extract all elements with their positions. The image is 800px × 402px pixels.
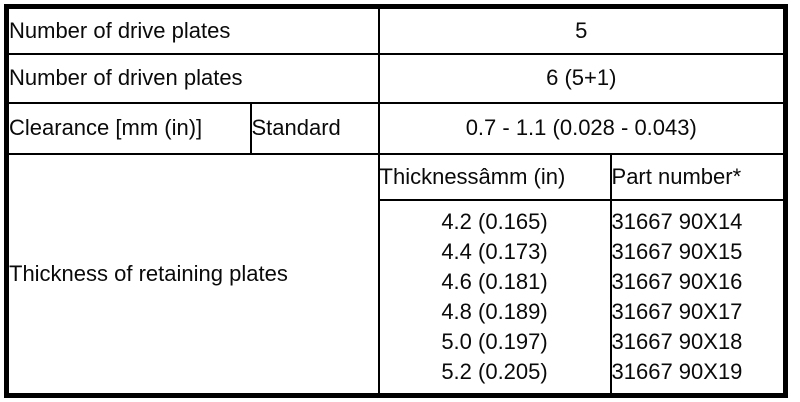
row-drive-plates: Number of drive plates 5 [5,5,787,55]
retaining-plates-label: Thickness of retaining plates [5,152,380,397]
part-number-value: 31667 90X17 [611,298,743,324]
row-retaining-values: 4.2 (0.165) 4.4 (0.173) 4.6 (0.181) 4.8 … [7,198,787,397]
clearance-label: Clearance [mm (in)] [5,101,252,155]
drive-plates-label: Number of drive plates [5,5,380,55]
clearance-standard-label: Standard [249,101,380,155]
driven-plates-label: Number of driven plates [5,52,380,104]
driven-plates-value: 6 (5+1) [377,52,787,104]
thickness-value: 5.2 (0.205) [441,358,548,384]
thickness-value: 4.6 (0.181) [441,268,548,294]
thickness-value: 4.4 (0.173) [441,238,548,264]
thickness-column-header: Thicknessâmm (in) [377,152,612,201]
row-retaining-header: Thickness of retaining plates Thicknessâ… [5,152,787,397]
part-number-value: 31667 90X15 [611,238,743,264]
part-number-value: 31667 90X16 [611,268,743,294]
spec-table: Number of drive plates 5 Number of drive… [4,4,789,398]
part-number-values-cell: 31667 90X14 31667 90X15 31667 90X16 3166… [609,198,787,397]
thickness-value: 4.2 (0.165) [441,208,548,234]
thickness-value: 4.8 (0.189) [441,298,548,324]
thickness-values-cell: 4.2 (0.165) 4.4 (0.173) 4.6 (0.181) 4.8 … [377,198,612,397]
thickness-value: 5.0 (0.197) [441,328,548,354]
part-number-column-header: Part number* [609,152,787,201]
part-number-value: 31667 90X19 [611,358,743,384]
drive-plates-value: 5 [377,5,787,55]
part-number-value: 31667 90X18 [611,328,743,354]
row-driven-plates: Number of driven plates 6 (5+1) [5,52,787,104]
clearance-value: 0.7 - 1.1 (0.028 - 0.043) [377,101,787,155]
row-clearance: Clearance [mm (in)] Standard 0.7 - 1.1 (… [5,101,787,155]
part-number-value: 31667 90X14 [611,208,743,234]
